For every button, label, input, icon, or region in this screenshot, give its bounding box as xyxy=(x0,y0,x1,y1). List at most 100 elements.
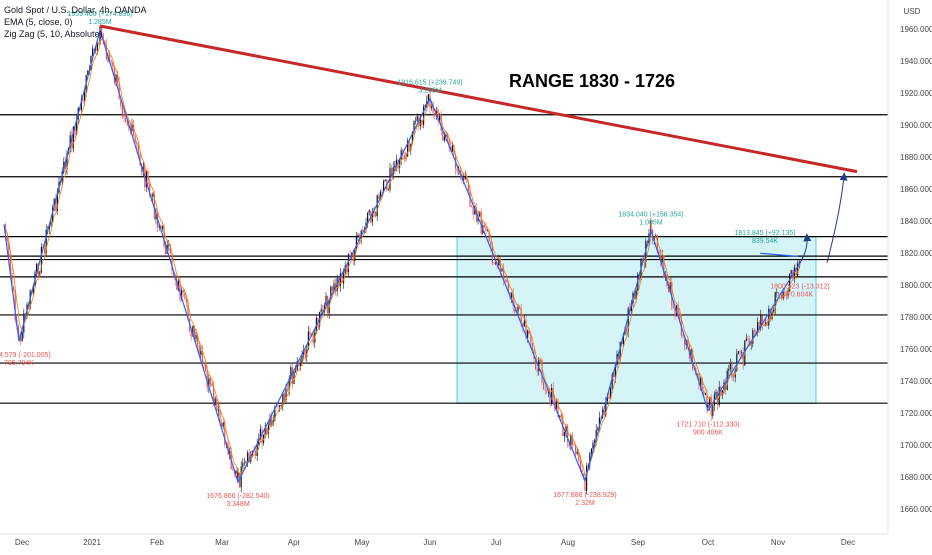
candle-body xyxy=(798,261,800,264)
candle-body xyxy=(242,463,244,467)
candle-body xyxy=(331,286,333,292)
candle-body xyxy=(291,367,293,384)
y-tick-label: 1700.000 xyxy=(900,441,932,450)
candle-body xyxy=(193,326,195,340)
candle-body xyxy=(445,134,447,137)
candle-body xyxy=(690,349,692,359)
candle-body xyxy=(282,393,284,405)
candle-body xyxy=(9,256,11,273)
pivot-label-volume: 900.406K xyxy=(693,429,723,436)
y-tick-label: 1800.000 xyxy=(900,281,932,290)
candle-body xyxy=(758,322,760,329)
candle-body xyxy=(214,398,216,405)
candle-body xyxy=(256,444,258,456)
price-axis-bg xyxy=(888,0,932,550)
candle-body xyxy=(267,425,269,434)
candle-body xyxy=(512,293,514,306)
candle-body xyxy=(285,389,287,401)
candle-body xyxy=(781,295,783,299)
candle-body xyxy=(416,116,418,122)
y-tick-label: 1820.000 xyxy=(900,249,932,258)
candle-body xyxy=(142,166,144,172)
candle-body xyxy=(440,114,442,131)
candle-body xyxy=(362,230,364,232)
candle-body xyxy=(387,189,389,191)
pivot-label-volume: 1.005M xyxy=(639,220,663,227)
candle-body xyxy=(232,469,234,470)
candle-body xyxy=(733,377,735,379)
candle-body xyxy=(391,168,393,177)
candle-body xyxy=(531,342,533,350)
candle-body xyxy=(102,34,104,41)
candle-body xyxy=(594,440,596,443)
candle-body xyxy=(344,265,346,274)
candle-body xyxy=(745,338,747,341)
candle-body xyxy=(373,211,375,213)
candle-body xyxy=(98,43,100,45)
candle-body xyxy=(579,460,581,470)
candle-body xyxy=(255,451,257,456)
candle-body xyxy=(71,135,73,148)
projection-arrow-long xyxy=(826,172,848,263)
candle-body xyxy=(400,150,402,160)
candle-body xyxy=(610,387,612,399)
pivot-label-value: 1959.400 (+174.836) xyxy=(67,11,132,18)
candle-body xyxy=(546,390,548,393)
candle-body xyxy=(209,378,211,385)
candle-body xyxy=(192,326,194,337)
candle-body xyxy=(480,211,482,234)
pivot-label-value: 1916.615 (+239.749) xyxy=(397,80,462,87)
candle-body xyxy=(272,420,274,426)
candle-body xyxy=(605,401,607,416)
candle-body xyxy=(221,422,223,427)
candle-body xyxy=(53,198,55,208)
candle-body xyxy=(37,263,39,278)
candle-body xyxy=(677,305,679,313)
candle-body xyxy=(701,378,703,392)
candle-body xyxy=(155,212,157,220)
candle-body xyxy=(187,302,189,320)
candle-body xyxy=(731,363,733,378)
candle-body xyxy=(126,121,128,125)
candle-body xyxy=(52,207,54,223)
candle-body xyxy=(359,235,361,239)
candle-body xyxy=(8,240,10,257)
candle-body xyxy=(195,334,197,340)
candle-body xyxy=(576,451,578,454)
candle-body xyxy=(752,330,754,344)
candle-body xyxy=(435,109,437,116)
candle-body xyxy=(682,335,684,337)
y-tick-label: 1920.000 xyxy=(900,89,932,98)
candle-body xyxy=(790,270,792,274)
x-tick-label: May xyxy=(354,538,369,547)
candle-body xyxy=(598,417,600,429)
pivot-label-value: 1677.686 (-238.929) xyxy=(553,492,616,499)
candle-body xyxy=(527,330,529,339)
candle-body xyxy=(6,238,8,241)
candle-body xyxy=(656,235,658,251)
x-tick-label: Dec xyxy=(15,538,29,547)
candle-body xyxy=(606,396,608,402)
candle-body xyxy=(771,311,773,319)
candle-body xyxy=(298,361,300,367)
candle-body xyxy=(684,335,686,345)
candle-body xyxy=(704,393,706,395)
candle-body xyxy=(618,354,620,360)
candle-body xyxy=(443,136,445,141)
candle-body xyxy=(149,184,151,195)
candle-body xyxy=(741,352,743,353)
x-tick-label: Apr xyxy=(288,538,301,547)
candle-body xyxy=(611,374,613,388)
candle-body xyxy=(205,364,207,372)
pivot-label-value: 1834.040 (+156.354) xyxy=(618,212,683,219)
candle-body xyxy=(415,121,417,122)
candle-body xyxy=(761,315,763,325)
candle-body xyxy=(181,290,183,300)
candle-body xyxy=(679,312,681,320)
candle-body xyxy=(426,101,428,105)
x-tick-label: Oct xyxy=(702,538,715,547)
candle-body xyxy=(261,429,263,443)
candle-body xyxy=(437,109,439,121)
candle-body xyxy=(692,349,694,369)
